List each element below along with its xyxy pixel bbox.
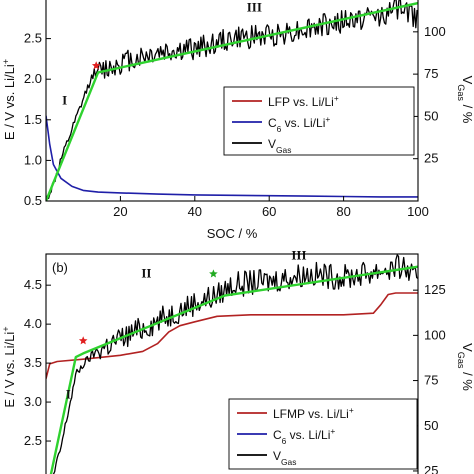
y-right-tick-label-1: 50 [424,108,438,123]
legend-label-2: VGas [273,449,296,467]
plot-area [46,0,418,201]
plot-frame [45,253,419,474]
y-left-tick-label-0: 0.5 [24,193,42,208]
y-left-tick-label-1: 3.0 [24,394,42,409]
y-left-tick-label-1: 1.0 [24,152,42,167]
series-line-2 [49,265,418,474]
legend-label-2: VGas [268,137,291,155]
y-left-tick-label-4: 4.5 [24,277,42,292]
y-left-tick-label-3: 4.0 [24,316,42,331]
y-right-tick-label-2: 75 [424,66,438,81]
legend-label-1: C6 vs. Li/Li+ [273,426,335,446]
plot-frame [45,0,419,202]
y-right-tick-label-4: 125 [424,282,446,297]
y-right-tick-label-2: 75 [424,373,438,388]
legend: LFMP vs. Li/Li+ C6 vs. Li/Li+ VGas [228,398,418,470]
x-tick-label-0: 20 [113,204,127,219]
plot-area [46,254,418,474]
legend-label-1: C6 vs. Li/Li+ [268,114,330,134]
y-right-tick-label-3: 100 [424,327,446,342]
series-line-0 [46,292,418,379]
y-left-axis-label: E / V vs. Li/Li+ [1,59,17,140]
y-right-tick-label-1: 50 [424,418,438,433]
y-right-axis-label: VGas / % [456,343,474,391]
y-left-tick-label-2: 1.5 [24,112,42,127]
legend-label-0: LFMP vs. Li/Li+ [273,405,354,421]
star-marker-0 [91,61,101,70]
region-label-1: III [247,0,262,15]
region-label-0: I [66,387,71,402]
y-left-tick-label-3: 2.0 [24,71,42,86]
region-label-2: III [291,247,306,262]
y-left-axis-label: E / V vs. Li/Li+ [1,326,17,407]
y-left-tick-label-2: 3.5 [24,355,42,370]
x-tick-label-3: 80 [336,204,350,219]
y-left-tick-label-0: 2.5 [24,433,42,448]
x-tick-label-2: 60 [262,204,276,219]
legend: LFP vs. Li/Li+ C6 vs. Li/Li+ VGas [223,86,415,156]
star-marker-0 [78,336,88,345]
y-left-tick-label-4: 2.5 [24,31,42,46]
y-right-axis-label: VGas / % [456,76,474,124]
panel-label: (b) [52,260,68,275]
y-right-tick-label-3: 100 [424,24,446,39]
region-label-1: II [141,266,151,281]
series-line-2 [46,1,418,201]
y-right-tick-label-0: 25 [424,463,438,474]
region-label-0: I [62,93,67,108]
x-tick-label-4: 100 [407,204,429,219]
legend-label-0: LFP vs. Li/Li+ [268,93,339,109]
y-right-tick-label-0: 25 [424,151,438,166]
x-axis-label: SOC / % [207,226,258,241]
star-marker-1 [209,269,218,278]
x-tick-label-1: 40 [188,204,202,219]
